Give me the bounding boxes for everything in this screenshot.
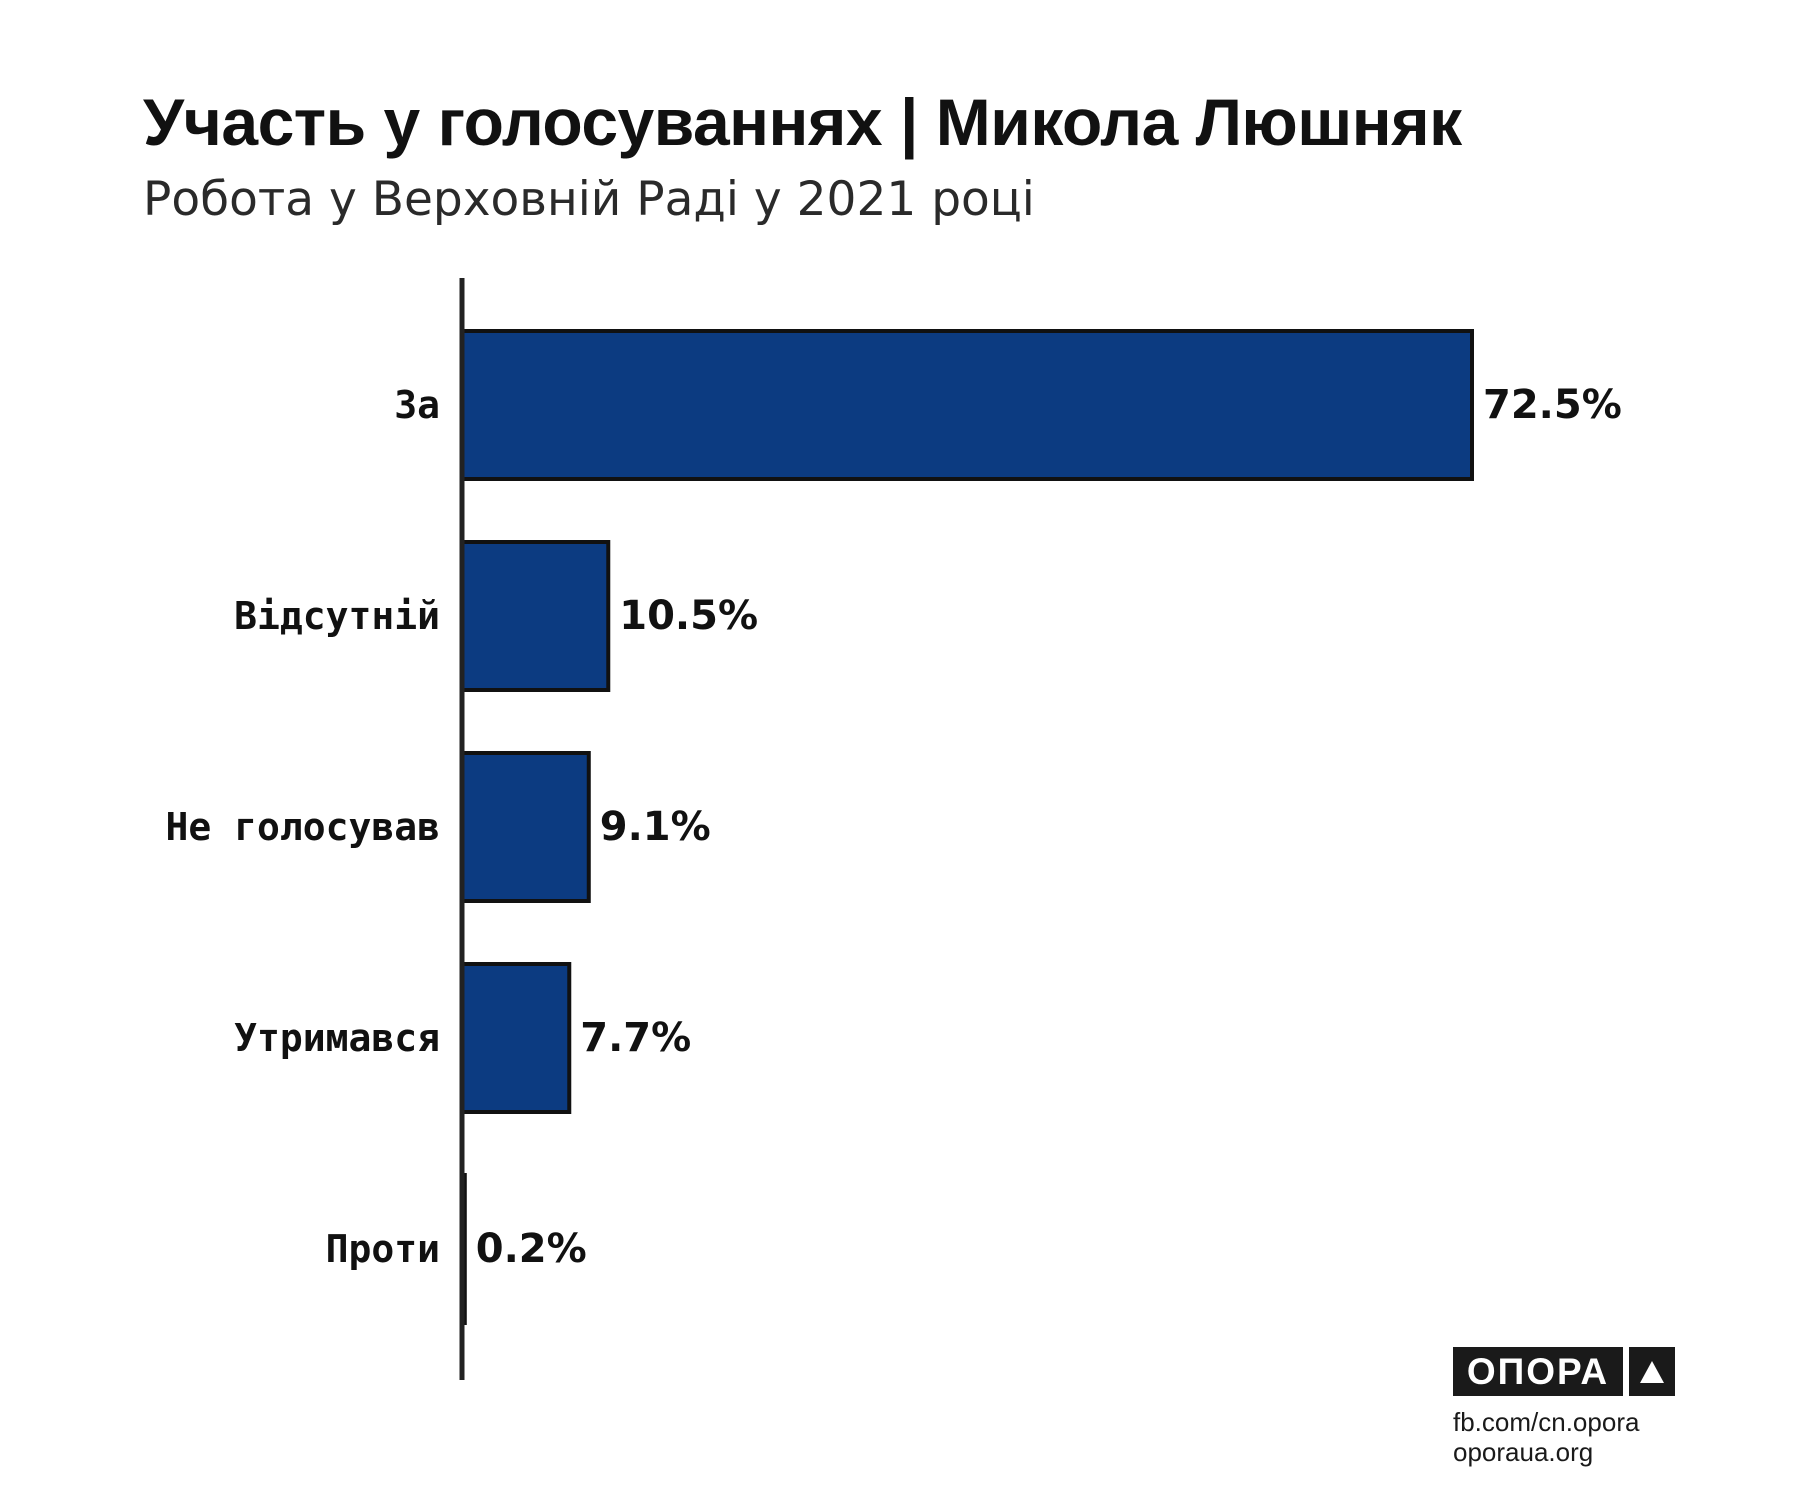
category-label: Не голосував (165, 805, 440, 849)
logo-text: ОПОРА (1453, 1347, 1623, 1396)
bar (460, 962, 572, 1114)
opora-logo: ОПОРА (1453, 1347, 1675, 1396)
value-label: 10.5% (619, 593, 758, 639)
triangle-up-icon (1629, 1347, 1675, 1396)
bar (460, 540, 611, 692)
chart-title: Участь у голосуваннях | Микола Люшняк (143, 85, 1462, 159)
website-link[interactable]: oporaua.org (1453, 1437, 1594, 1467)
value-label: 0.2% (476, 1226, 587, 1272)
value-label: 9.1% (600, 804, 711, 850)
bar (460, 751, 591, 903)
category-label: Відсутній (234, 594, 440, 638)
value-label: 72.5% (1483, 382, 1622, 428)
facebook-link[interactable]: fb.com/cn.opora (1453, 1407, 1640, 1437)
category-label: За (394, 383, 440, 427)
value-label: 7.7% (580, 1015, 691, 1061)
source-links: fb.com/cn.opora oporaua.org (1453, 1407, 1639, 1467)
chart-subtitle: Робота у Верховній Раді у 2021 році (143, 172, 1035, 227)
category-label: Утримався (234, 1016, 440, 1060)
category-label: Проти (326, 1227, 440, 1271)
bar (460, 329, 1474, 481)
